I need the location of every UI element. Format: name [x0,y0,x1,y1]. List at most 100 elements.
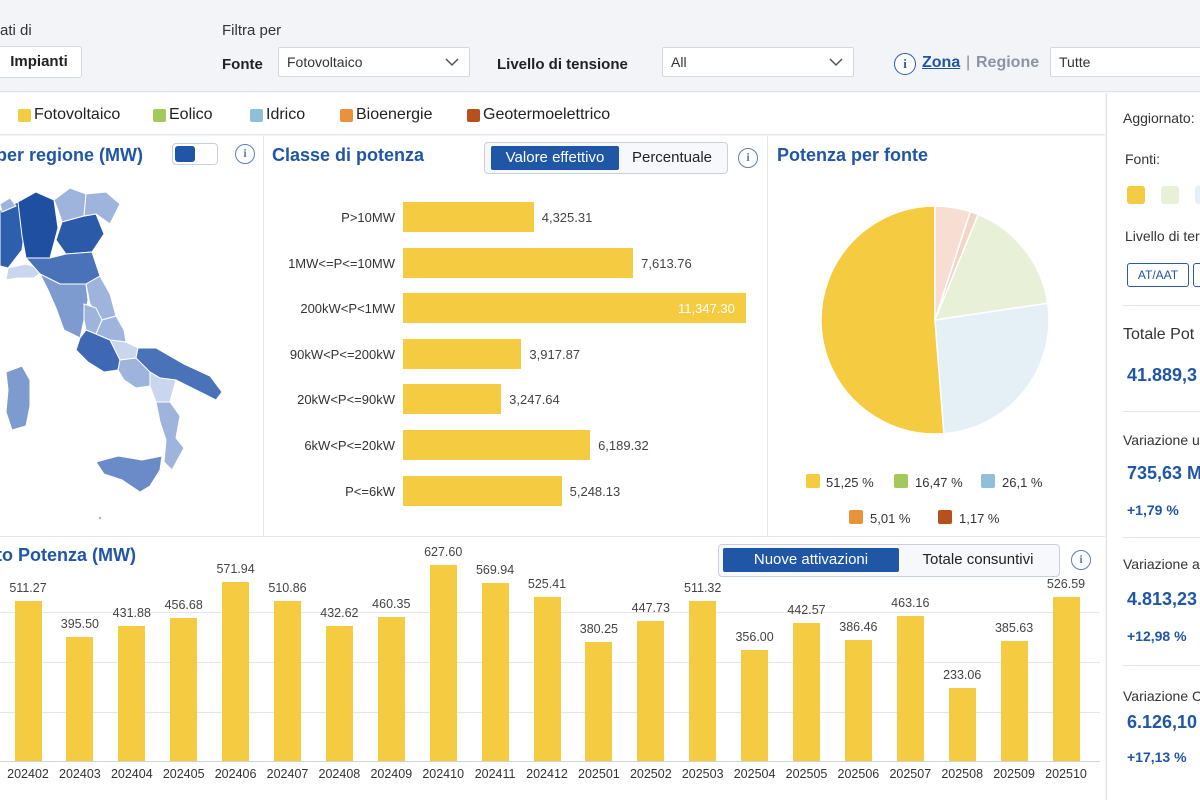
trend-bar-value: 447.73 [631,601,670,616]
trend-bar[interactable] [844,640,872,761]
trend-bar[interactable] [377,617,405,761]
fonte-filter-eolico[interactable] [1161,186,1179,204]
trend-bar[interactable] [689,601,717,761]
trend-bar[interactable] [533,596,561,761]
trend-bar[interactable] [1000,640,1028,761]
fonti-label: Fonti: [1125,151,1161,167]
legend-label-fotovoltaico[interactable]: Fotovoltaico [34,106,121,123]
bar-category-label: P<=6kW [345,483,395,499]
fonte-label: Fonte [222,56,263,73]
variazione-2-label: Variazione a [1123,556,1200,572]
chevron-down-icon [829,58,843,67]
divider [263,136,264,536]
trend-bar[interactable] [118,626,146,761]
trend-bar[interactable] [429,564,457,761]
fonte-filter-fotovoltaico[interactable] [1127,186,1145,204]
x-tick-label: 202405 [162,767,205,781]
legend-label-geotermoelettrico[interactable]: Geotermoelettrico [483,106,611,123]
x-tick-label: 202406 [214,767,257,781]
zona-link[interactable]: Zona [922,54,961,71]
bar-value-label: 3,247.64 [509,392,560,408]
trend-bar[interactable] [325,625,353,761]
livello-tensione-select[interactable]: All [662,47,854,77]
pie-legend-swatch [938,510,952,524]
legend-label-bioenergie[interactable]: Bioenergie [356,106,433,123]
trend-bar[interactable] [793,622,820,761]
percentuale-option[interactable]: Percentuale [631,149,713,166]
at-aat-button[interactable]: AT/AAT [1127,263,1189,287]
trend-bar[interactable] [948,688,976,761]
trend-bar[interactable] [896,616,924,761]
legend-swatch-eolico [153,109,166,122]
bar[interactable] [403,202,534,232]
livello-label: Livello di ter [1125,228,1200,244]
dati-di-label: ati di [0,22,32,39]
trend-bar[interactable] [481,582,509,761]
bar-value-label: 7,613.76 [641,255,692,271]
filter-bar: ati di Impianti Filtra per Fonte Fotovol… [0,0,1200,92]
filtra-per-label: Filtra per [222,22,282,39]
trend-bar-value: 511.32 [684,581,722,596]
tension-button[interactable] [1193,263,1200,287]
trend-bar[interactable] [170,618,198,761]
bar[interactable] [403,384,502,415]
bar[interactable] [403,430,591,460]
valore-effettivo-option[interactable]: Valore effettivo [491,146,619,170]
trend-bar-value: 385.63 [994,620,1034,635]
info-icon[interactable]: i [894,53,916,75]
variazione-3-label: Variazione C [1123,688,1200,704]
pie-slice-eolico[interactable] [933,213,1049,321]
variazione-1-value: 735,63 M [1127,463,1200,483]
bar-value-label: 4,325.31 [541,210,593,225]
chevron-down-icon [445,58,459,67]
legend-label-idrico[interactable]: Idrico [266,106,306,123]
fonte-select[interactable]: Fotovoltaico [278,47,470,77]
trend-bar[interactable] [585,642,613,761]
trend-bar[interactable] [66,637,94,761]
pie-panel-title: Potenza per fonte [777,145,929,165]
trend-bar[interactable] [274,601,301,761]
divider [767,136,768,536]
map-view-toggle[interactable] [172,143,218,165]
x-tick-label: 202412 [526,767,568,781]
pie-slice-fotovoltaico[interactable] [820,205,945,435]
classe-panel-title: Classe di potenza [272,145,425,165]
info-icon[interactable]: i [1071,550,1091,570]
legend-swatch-fotovoltaico [18,109,31,122]
regione-select[interactable]: Tutte [1050,47,1200,77]
trend-bar-value: 571.94 [216,562,255,577]
totale-potenza-label: Totale Pot [1123,326,1195,343]
trend-bar-value: 569.94 [475,562,515,577]
bar[interactable] [403,475,562,506]
regione-link[interactable]: Regione [976,54,1040,71]
divider [1123,411,1200,412]
bar[interactable] [403,338,522,369]
trend-bar-value: 456.68 [164,598,203,613]
totale-potenza-value: 41.889,3 [1127,365,1198,385]
bar[interactable] [403,247,634,278]
bar-category-label: P>10MW [341,210,395,225]
trend-bar[interactable] [14,601,42,761]
pie-slice-idrico[interactable] [934,302,1050,435]
bar-category-label: 6kW<P<=20kW [304,438,395,453]
trend-bar[interactable] [222,582,250,761]
aggiornato-label: Aggiornato: [1123,110,1195,126]
legend-label-eolico[interactable]: Eolico [169,106,213,123]
nuove-attivazioni-option[interactable]: Nuove attivazioni [723,548,899,572]
trend-bar[interactable] [637,621,665,761]
trend-bar[interactable] [1052,596,1080,761]
trend-bar-value: 460.35 [372,597,411,612]
trend-bar-value: 510.86 [268,581,307,596]
totale-consuntivi-option[interactable]: Totale consuntivi [922,551,1034,568]
divider [1123,305,1200,306]
fonte-filter-idrico[interactable] [1195,186,1200,204]
bar[interactable] [403,293,746,324]
info-icon[interactable]: i [738,148,758,168]
trend-bar-value: 395.50 [60,617,99,632]
trend-bar[interactable] [741,649,769,761]
summary-sidebar: Aggiornato: Fonti: Livello di ter AT/AAT… [1106,93,1200,800]
impianti-button[interactable]: Impianti [0,46,82,78]
bar-value-label: 6,189.32 [598,438,649,453]
info-icon[interactable]: i [235,144,255,164]
x-axis [0,761,1100,762]
